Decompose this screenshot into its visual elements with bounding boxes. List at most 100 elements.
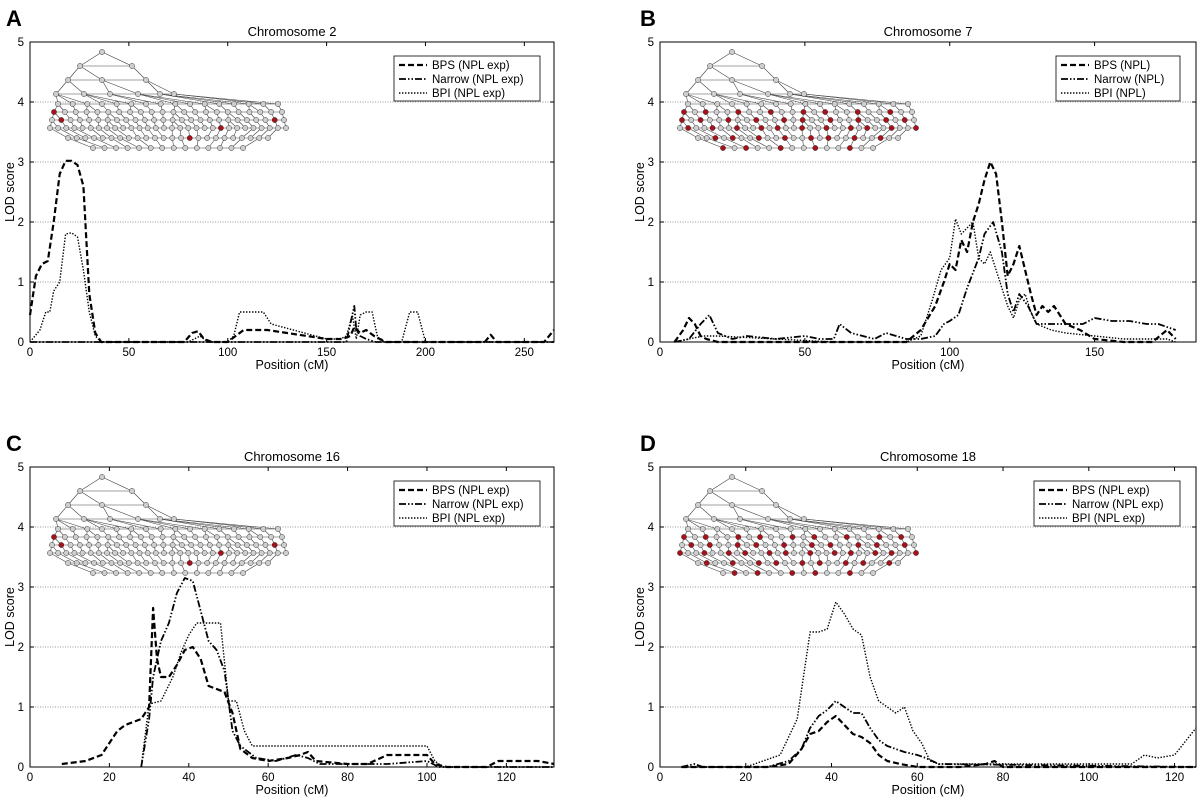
pedigree-node [117,135,124,141]
pedigree-node [743,570,749,576]
y-tick-label: 1 [648,277,654,289]
pedigree-link [697,562,724,574]
pedigree-node [205,570,212,576]
pedigree-node [120,125,127,131]
pedigree-node [765,91,771,97]
pedigree-node [738,560,745,566]
pedigree-affected-node [754,570,761,576]
pedigree-node [864,542,871,548]
pedigree-node [73,560,80,566]
pedigree-link [145,504,161,520]
pedigree-node [864,550,871,556]
x-tick-label: 50 [122,347,135,359]
pedigree-node [791,550,797,556]
y-tick-label: 0 [18,337,24,349]
pedigree-node [262,542,269,548]
pedigree-node [253,117,260,123]
pedigree-node [62,109,68,115]
pedigree-node [157,526,164,532]
pedigree-node [129,63,135,69]
pedigree-node [258,550,265,556]
pedigree-node [226,550,232,556]
pedigree-node [872,125,879,131]
pedigree-link [76,562,105,574]
pedigree-affected-node [735,109,742,115]
pedigree-link [687,552,707,564]
pedigree-node [143,101,149,107]
pedigree-affected-node [758,125,765,131]
pedigree-node [128,125,135,131]
pedigree-node [216,117,222,123]
pedigree-link [120,562,140,574]
pedigree-node [49,542,55,548]
y-axis-label: LOD score [633,162,647,222]
pedigree-node [159,109,166,115]
pedigree-node [831,101,838,107]
pedigree-node [170,109,177,115]
pedigree-affected-node [753,117,760,123]
pedigree-link [739,518,791,530]
pedigree-node [870,145,876,151]
pedigree-node [800,570,807,576]
pedigree-affected-node [782,135,788,141]
pedigree-link [696,127,716,139]
pedigree-node [179,542,185,548]
pedigree-node [789,145,796,151]
pedigree-node [107,516,113,522]
pedigree-node [898,109,904,115]
pedigree-node [874,117,880,123]
pedigree-link [131,65,147,81]
pedigree-link [739,518,777,530]
pedigree-node [240,145,246,151]
pedigree-node [69,526,76,532]
y-axis-label: LOD score [633,587,647,647]
pedigree-node [773,135,780,141]
pedigree-node [283,550,289,556]
pedigree-link [111,137,128,149]
pedigree-node [896,125,903,131]
pedigree-node [729,49,735,55]
pedigree-node [846,526,853,532]
pedigree-link [66,552,86,564]
pedigree-affected-node [847,570,853,576]
pedigree-node [124,145,131,151]
pedigree-node [782,560,788,566]
pedigree-node [157,91,163,97]
pedigree-node [152,560,158,566]
pedigree-node [182,570,189,576]
pedigree-node [260,526,267,532]
pedigree-affected-node [799,125,805,131]
pedigree-node [693,125,700,131]
pedigree-link [696,552,716,564]
pedigree-node [134,560,141,566]
pedigree-link [767,93,806,105]
pedigree-node [253,542,260,548]
pedigree-node [116,534,122,540]
pedigree-node [892,542,899,548]
pedigree-node [693,550,700,556]
y-tick-label: 4 [18,522,25,534]
pedigree-node [108,135,115,141]
pedigree-affected-node [913,550,919,556]
pedigree-node [112,125,118,131]
pedigree-link [109,518,147,530]
x-tick-label: 120 [497,772,516,784]
pedigree-node [116,109,122,115]
pedigree-node [815,125,822,131]
pedigree-link [685,79,699,95]
pedigree-node [713,534,720,540]
pedigree-affected-node [811,534,818,540]
pedigree-link [713,93,747,105]
pedigree-affected-node [757,534,763,540]
legend-label: BPI (NPL exp) [1072,513,1145,525]
pedigree-node [230,560,237,566]
pedigree-affected-node [725,550,732,556]
pedigree-link [741,137,758,149]
pedigree-node [790,560,797,566]
pedigree-node [101,145,108,151]
pedigree-link [739,93,777,105]
pedigree-node [47,550,53,556]
y-tick-label: 0 [18,762,24,774]
pedigree-link [159,93,220,105]
pedigree-affected-node [774,125,781,131]
